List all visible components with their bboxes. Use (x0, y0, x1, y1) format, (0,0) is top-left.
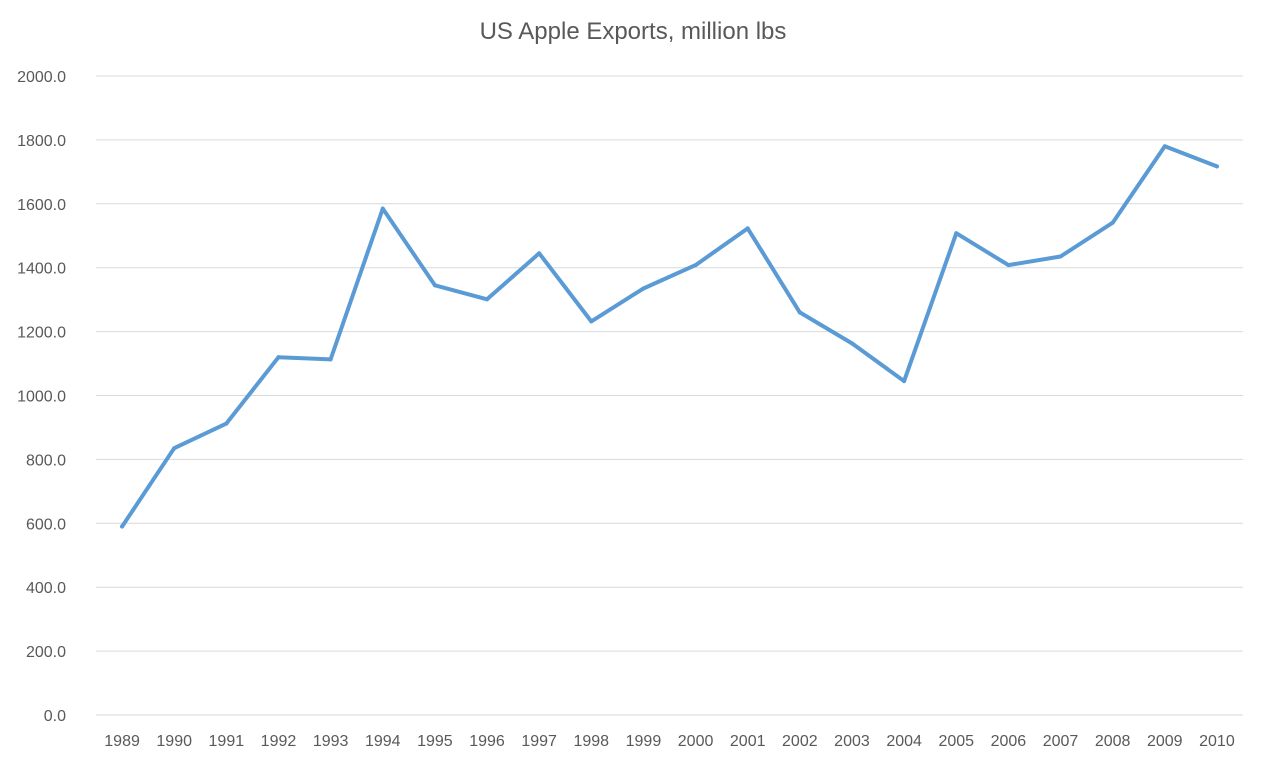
x-tick-label: 1999 (626, 733, 662, 750)
data-point (120, 524, 125, 529)
x-tick-label: 2008 (1095, 733, 1131, 750)
x-tick-label: 1994 (365, 733, 401, 750)
data-point (641, 286, 646, 291)
data-point (380, 206, 385, 211)
data-point (1162, 144, 1167, 149)
data-point (902, 379, 907, 384)
data-point (1006, 263, 1011, 268)
y-tick-label: 1800.0 (17, 133, 66, 150)
data-point (485, 297, 490, 302)
data-point (745, 226, 750, 231)
x-tick-label: 2004 (886, 733, 922, 750)
y-tick-label: 1200.0 (17, 325, 66, 342)
x-tick-label: 1991 (209, 733, 245, 750)
x-tick-label: 1990 (156, 733, 192, 750)
x-tick-label: 2007 (1043, 733, 1079, 750)
x-tick-label: 1996 (469, 733, 505, 750)
x-tick-label: 2002 (782, 733, 818, 750)
data-point (537, 251, 542, 256)
y-tick-label: 600.0 (26, 516, 66, 533)
x-tick-label: 1992 (261, 733, 297, 750)
series-group (120, 144, 1219, 529)
y-tick-label: 0.0 (44, 708, 66, 725)
data-point (1110, 220, 1115, 225)
y-axis-ticks: 0.0 200.0 400.0 600.0 800.0 1000.0 1200.0 1400.… (17, 69, 66, 725)
x-tick-label: 2005 (938, 733, 974, 750)
y-tick-label: 2000.0 (17, 69, 66, 86)
data-point (172, 446, 177, 451)
x-tick-label: 1989 (104, 733, 140, 750)
x-axis-ticks: 1989 1990 1991 1992 1993 1994 1995 1996 1997 1998… (104, 733, 1235, 750)
x-tick-label: 2006 (991, 733, 1027, 750)
y-tick-label: 800.0 (26, 452, 66, 469)
data-point (432, 283, 437, 288)
data-point (224, 421, 229, 426)
data-point (849, 341, 854, 346)
y-tick-label: 200.0 (26, 644, 66, 661)
x-tick-label: 1995 (417, 733, 453, 750)
y-tick-label: 1600.0 (17, 197, 66, 214)
x-tick-label: 2001 (730, 733, 766, 750)
data-point (589, 319, 594, 324)
x-tick-label: 1998 (573, 733, 609, 750)
x-tick-label: 1993 (313, 733, 349, 750)
y-tick-label: 1400.0 (17, 261, 66, 278)
x-tick-label: 2000 (678, 733, 714, 750)
x-tick-label: 2003 (834, 733, 870, 750)
y-tick-label: 1000.0 (17, 389, 66, 406)
x-tick-label: 2009 (1147, 733, 1183, 750)
data-point (276, 355, 281, 360)
series-line (120, 144, 1219, 529)
x-tick-label: 2010 (1199, 733, 1235, 750)
x-tick-label: 1997 (521, 733, 557, 750)
data-point (693, 263, 698, 268)
data-point (954, 231, 959, 236)
y-tick-label: 400.0 (26, 580, 66, 597)
gridlines (96, 75, 1243, 716)
chart-title: US Apple Exports, million lbs (479, 18, 787, 45)
data-point (1214, 164, 1219, 169)
data-point (328, 357, 333, 362)
data-point (797, 310, 802, 315)
data-point (1058, 254, 1063, 259)
